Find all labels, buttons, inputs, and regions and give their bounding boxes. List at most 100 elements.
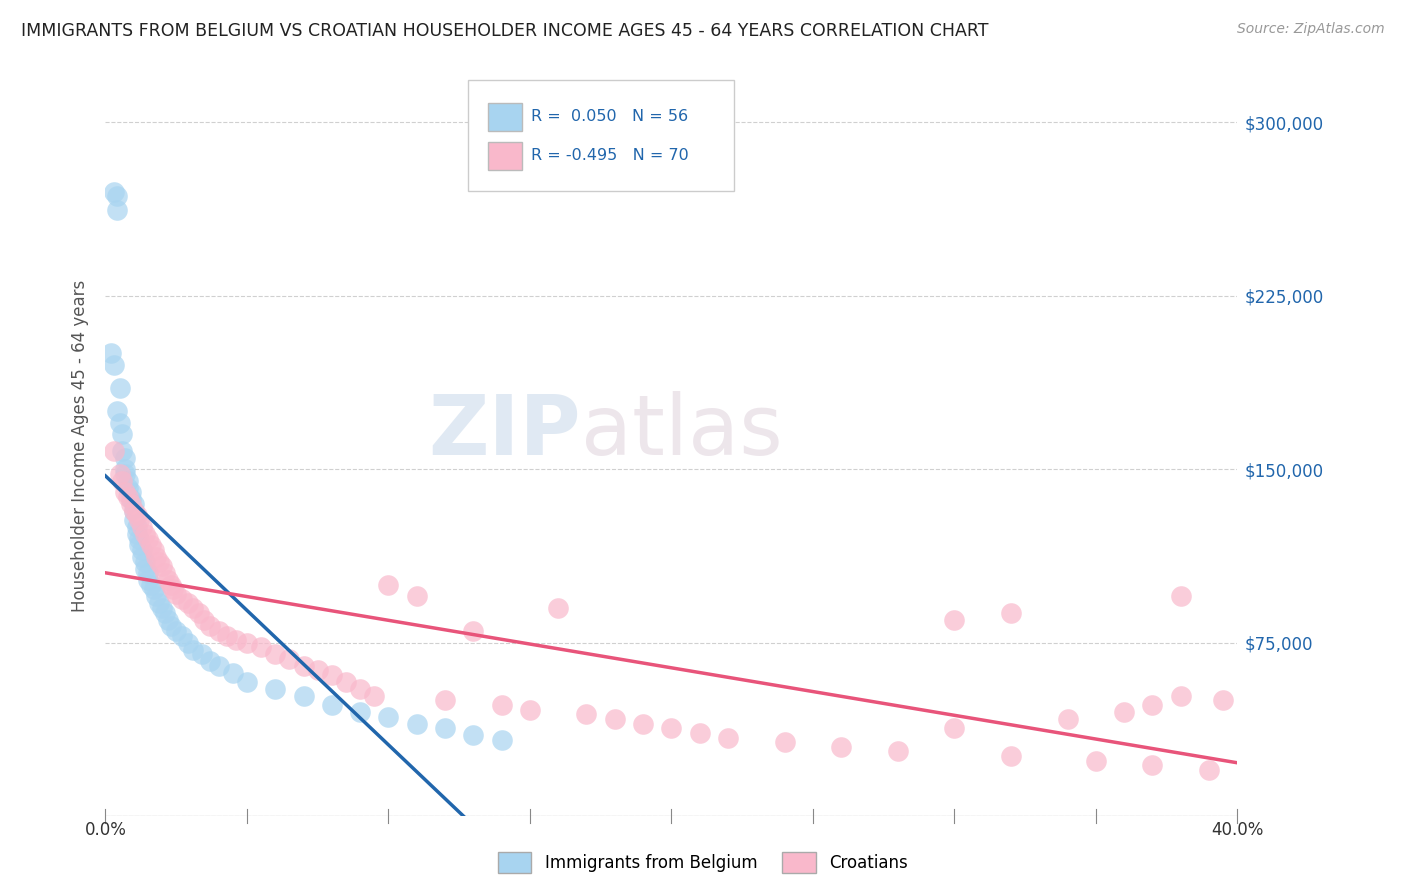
Point [943, 721, 966, 735]
Point [134, 555, 156, 569]
Point [145, 549, 167, 565]
Point [264, 681, 287, 696]
Point [236, 635, 259, 649]
Point [405, 716, 427, 731]
Point [122, 504, 145, 518]
Point [292, 658, 315, 673]
Point [111, 427, 134, 442]
Point [176, 596, 198, 610]
Legend: Immigrants from Belgium, Croatians: Immigrants from Belgium, Croatians [492, 846, 914, 880]
Point [176, 635, 198, 649]
Point [433, 693, 456, 707]
Point [307, 664, 329, 678]
Point [1000, 606, 1022, 620]
Point [463, 728, 485, 742]
Point [125, 527, 148, 541]
Point [159, 619, 181, 633]
Point [111, 474, 134, 488]
Point [264, 647, 287, 661]
Point [193, 613, 215, 627]
Point [145, 590, 167, 604]
Point [108, 416, 131, 430]
FancyBboxPatch shape [488, 142, 522, 169]
Point [1198, 763, 1220, 777]
Point [125, 508, 148, 523]
Point [105, 189, 128, 203]
Point [114, 462, 136, 476]
Point [943, 613, 966, 627]
Point [125, 520, 148, 534]
Point [689, 726, 711, 740]
Point [491, 732, 513, 747]
Point [117, 490, 139, 504]
Point [122, 504, 145, 518]
Point [1142, 758, 1164, 772]
Point [321, 668, 343, 682]
Point [165, 624, 187, 639]
Point [136, 573, 159, 587]
Point [156, 573, 179, 587]
Point [1084, 754, 1107, 768]
Text: R = -0.495   N = 70: R = -0.495 N = 70 [531, 147, 689, 162]
Point [575, 707, 598, 722]
Text: atlas: atlas [581, 391, 783, 472]
Point [114, 467, 136, 481]
Point [1114, 705, 1136, 719]
Y-axis label: Householder Income Ages 45 - 64 years: Householder Income Ages 45 - 64 years [72, 280, 90, 612]
FancyBboxPatch shape [468, 79, 734, 191]
Point [519, 703, 541, 717]
Point [773, 735, 796, 749]
Point [134, 527, 156, 541]
Point [111, 443, 134, 458]
Point [830, 739, 852, 754]
Point [321, 698, 343, 712]
Point [131, 520, 153, 534]
Point [187, 606, 209, 620]
Text: ZIP: ZIP [429, 391, 581, 472]
Point [156, 613, 179, 627]
Point [136, 566, 159, 581]
Point [170, 591, 193, 606]
Point [105, 404, 128, 418]
Point [134, 561, 156, 575]
Point [103, 443, 125, 458]
Point [159, 578, 181, 592]
Point [717, 731, 740, 745]
Point [165, 587, 187, 601]
Point [661, 721, 683, 735]
Point [349, 681, 371, 696]
Text: IMMIGRANTS FROM BELGIUM VS CROATIAN HOUSEHOLDER INCOME AGES 45 - 64 YEARS CORREL: IMMIGRANTS FROM BELGIUM VS CROATIAN HOUS… [21, 22, 988, 40]
Point [433, 721, 456, 735]
Point [105, 202, 128, 217]
Point [547, 601, 569, 615]
Point [1142, 698, 1164, 712]
Point [108, 381, 131, 395]
Point [120, 497, 142, 511]
Point [139, 578, 162, 592]
Point [122, 497, 145, 511]
Point [887, 744, 910, 758]
Point [377, 578, 399, 592]
Point [142, 543, 165, 558]
Point [128, 532, 150, 546]
Point [128, 539, 150, 553]
Point [103, 185, 125, 199]
Point [1000, 749, 1022, 764]
FancyBboxPatch shape [488, 103, 522, 131]
Point [100, 346, 122, 360]
Point [170, 629, 193, 643]
Point [103, 358, 125, 372]
Point [1212, 693, 1234, 707]
Point [150, 601, 173, 615]
Point [278, 652, 301, 666]
Point [363, 689, 385, 703]
Point [120, 485, 142, 500]
Text: Source: ZipAtlas.com: Source: ZipAtlas.com [1237, 22, 1385, 37]
Point [603, 712, 626, 726]
Point [148, 555, 170, 569]
Point [349, 705, 371, 719]
Point [1170, 590, 1192, 604]
Point [250, 640, 273, 655]
Point [114, 485, 136, 500]
Point [120, 492, 142, 507]
